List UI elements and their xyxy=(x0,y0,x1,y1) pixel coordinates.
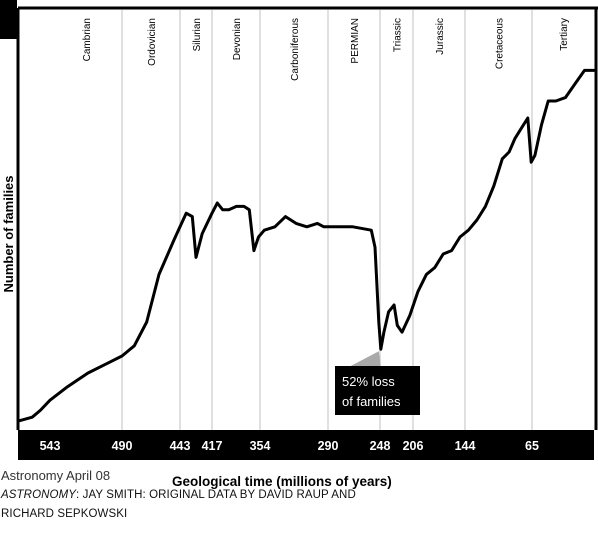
credit-line-1: ASTRONOMY: JAY SMITH: ORIGINAL DATA BY D… xyxy=(1,489,597,501)
period-label: Devonian xyxy=(232,18,243,60)
x-tick-label: 206 xyxy=(403,439,424,453)
period-dividers xyxy=(121,10,533,430)
y-axis-label-group: Number of families xyxy=(1,175,16,292)
x-axis-band: 543 490 443 417 354 290 248 206 144 65 xyxy=(18,430,594,460)
x-tick-label: 65 xyxy=(525,439,539,453)
annotation-text-line-1: 52% loss xyxy=(342,374,395,389)
annotation-box xyxy=(335,366,420,415)
credit-line-2: RICHARD SEPKOWSKI xyxy=(1,508,128,520)
period-label: Ordovician xyxy=(147,18,158,66)
x-axis-band-background xyxy=(18,430,594,460)
diversity-line xyxy=(18,68,596,423)
credit-line-1-rest: : JAY SMITH: ORIGINAL DATA BY DAVID RAUP… xyxy=(76,489,356,501)
period-label: Cambrian xyxy=(82,18,93,61)
x-tick-label: 290 xyxy=(318,439,339,453)
series-layer xyxy=(18,68,596,423)
x-tick-label: 490 xyxy=(112,439,133,453)
period-label: Jurassic xyxy=(435,18,446,55)
period-label: Triassic xyxy=(393,18,404,52)
x-tick-label: 443 xyxy=(170,439,191,453)
x-axis-label: Geological time (millions of years) xyxy=(172,474,392,489)
credit-publication: ASTRONOMY xyxy=(1,489,77,501)
x-tick-label: 248 xyxy=(370,439,391,453)
y-axis-label: Number of families xyxy=(1,175,16,292)
plot-frame xyxy=(16,6,598,430)
period-label: Cretaceous xyxy=(495,18,506,69)
x-tick-label: 354 xyxy=(250,439,271,453)
annotation-layer: 52% loss of families xyxy=(335,351,420,415)
source-note: Astronomy April 08 xyxy=(1,468,111,483)
annotation-text-line-2: of families xyxy=(342,394,401,409)
period-label: PERMIAN xyxy=(350,18,361,64)
period-label: Silurian xyxy=(192,18,203,51)
annotation-pointer xyxy=(350,351,381,366)
x-tick-label: 543 xyxy=(40,439,61,453)
x-tick-label: 417 xyxy=(202,439,223,453)
period-labels: Cambrian Ordovician Silurian Devonian Carbon… xyxy=(82,18,570,81)
period-label: Tertiary xyxy=(559,18,570,51)
x-tick-label: 144 xyxy=(455,439,476,453)
period-label: Carboniferous xyxy=(290,18,301,81)
corner-block xyxy=(0,0,17,39)
